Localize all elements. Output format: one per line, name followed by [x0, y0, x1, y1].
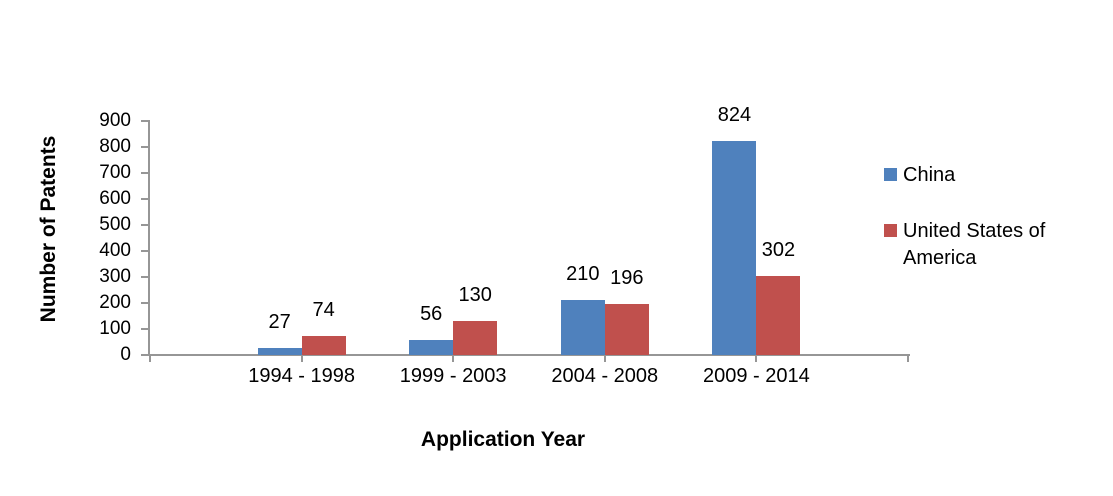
- x-category-label: 2004 - 2008: [551, 365, 659, 387]
- x-tick: [452, 355, 455, 362]
- bar-united-states-of-america-2009-2014: [756, 276, 801, 355]
- bar-china-1994-1998: [257, 347, 302, 355]
- x-category-label: 2009 - 2014: [703, 365, 810, 387]
- y-tick: [141, 276, 149, 278]
- bar-value-label: 74: [312, 298, 335, 321]
- legend-item-china: China: [884, 162, 1083, 189]
- legend-label-china: China: [903, 164, 956, 186]
- y-tick-label: 600: [99, 188, 131, 209]
- x-tick: [300, 355, 303, 362]
- y-tick: [141, 172, 149, 174]
- bar-united-states-of-america-1994-1998: [301, 335, 346, 355]
- y-tick: [141, 302, 149, 304]
- y-tick-label: 100: [99, 318, 131, 339]
- legend: China United States of America: [884, 162, 1083, 272]
- y-tick-label: 900: [99, 110, 131, 131]
- bar-value-label: 130: [458, 284, 492, 307]
- y-tick: [141, 224, 149, 226]
- x-tick: [755, 355, 758, 362]
- legend-label-usa: United States of America: [903, 220, 1046, 269]
- y-tick: [141, 198, 149, 200]
- y-tick: [141, 120, 149, 122]
- bar-united-states-of-america-2004-2008: [604, 304, 649, 355]
- y-tick: [141, 250, 149, 252]
- x-category-label: 1999 - 2003: [399, 365, 507, 387]
- y-tick-label: 500: [99, 214, 131, 235]
- legend-swatch-china-icon: [884, 168, 897, 181]
- x-tick: [149, 355, 151, 362]
- x-tick: [907, 355, 909, 362]
- bar-china-2009-2014: [712, 140, 757, 355]
- y-tick: [141, 146, 149, 148]
- y-tick-label: 800: [99, 136, 131, 157]
- y-tick: [141, 328, 149, 330]
- bar-china-2004-2008: [560, 300, 605, 355]
- bar-value-label: 56: [420, 303, 443, 326]
- y-tick-label: 300: [99, 266, 131, 287]
- y-axis-line: [148, 120, 150, 356]
- bar-value-label: 196: [610, 267, 644, 290]
- legend-item-usa: United States of America: [884, 218, 1083, 272]
- bar-china-1999-2003: [409, 340, 454, 355]
- bar-value-label: 27: [268, 310, 291, 333]
- y-tick-label: 200: [99, 292, 131, 313]
- bar-value-label: 302: [761, 239, 796, 262]
- y-tick-label: 700: [99, 162, 131, 183]
- y-tick-label: 400: [99, 240, 131, 261]
- x-tick: [603, 355, 606, 362]
- x-axis-title: Application Year: [420, 428, 586, 451]
- bar-united-states-of-america-1999-2003: [453, 321, 498, 355]
- x-category-label: 1994 - 1998: [248, 365, 355, 387]
- y-tick-label: 0: [120, 344, 131, 365]
- legend-swatch-usa-icon: [884, 224, 897, 237]
- x-axis-line: [148, 354, 910, 356]
- bar-value-label: 210: [566, 263, 600, 286]
- y-tick: [141, 354, 149, 356]
- bar-value-label: 824: [717, 103, 752, 126]
